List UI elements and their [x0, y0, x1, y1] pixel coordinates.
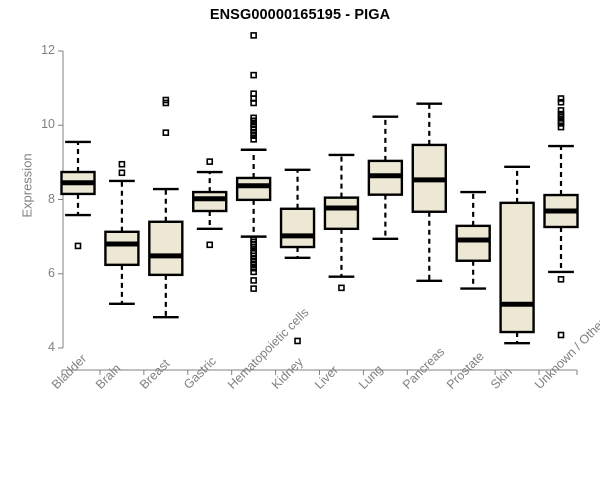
boxplot-box	[543, 95, 579, 339]
boxplot-box	[104, 160, 140, 306]
y-axis	[58, 50, 64, 349]
chart-title: ENSG00000165195 - PIGA	[209, 7, 391, 23]
boxplot-box	[411, 102, 447, 283]
boxplot-box	[367, 115, 404, 241]
y-tick-label: 12	[41, 43, 55, 57]
y-tick-label: 6	[48, 265, 55, 280]
x-axis	[61, 369, 578, 375]
boxplot-box	[192, 158, 228, 249]
boxplot-box	[279, 168, 316, 345]
y-tick-label: 10	[41, 117, 55, 132]
boxplot-box	[235, 32, 272, 292]
boxplot-box	[323, 153, 360, 292]
y-tick-label: 4	[48, 340, 55, 354]
y-tick-label: 8	[48, 191, 55, 206]
boxplot-box	[60, 140, 96, 250]
boxplot-box	[499, 165, 535, 345]
boxplot-box	[148, 96, 184, 319]
y-axis-label: Expression	[19, 153, 35, 218]
boxplot-box	[455, 190, 491, 290]
